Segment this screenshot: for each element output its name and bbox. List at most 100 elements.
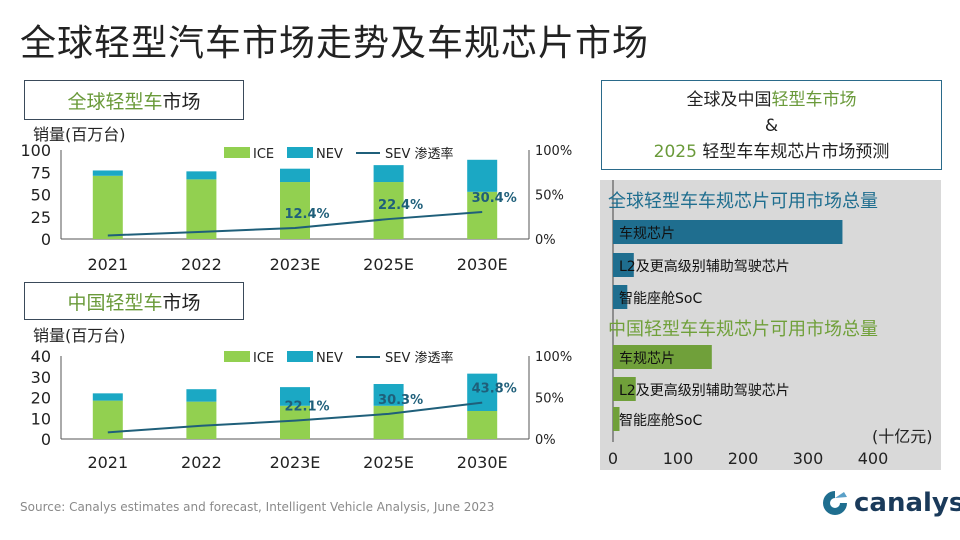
china-title-green: 中国轻型车 bbox=[67, 291, 163, 314]
x-tick-label: 2030E bbox=[457, 255, 508, 274]
chip-bar-label: 车规芯片 bbox=[619, 350, 675, 367]
sev-line bbox=[107, 401, 483, 434]
right-line3-a: 2025 bbox=[653, 142, 697, 162]
global-chart: 100 75 50 25 0 100% 50% 0% 2021 2022 2023E 2025E 203… bbox=[20, 141, 572, 274]
bar-ice bbox=[467, 191, 498, 239]
bar-ice bbox=[280, 405, 310, 439]
bar-ice bbox=[186, 401, 217, 439]
bar-ice bbox=[467, 410, 498, 439]
legend-nev-swatch bbox=[287, 351, 313, 362]
legend-sev-label: SEV 渗透率 bbox=[385, 350, 454, 366]
chip-x-tick-label: 300 bbox=[793, 449, 824, 468]
bar-nev bbox=[186, 389, 217, 402]
chip-bar-label: 智能座舱SoC bbox=[619, 291, 702, 307]
page-title: 全球轻型汽车市场走势及车规芯片市场 bbox=[20, 23, 650, 64]
y2-tick-label: 100% bbox=[535, 350, 572, 365]
x-tick-label: 2025E bbox=[363, 453, 414, 472]
chip-x-tick-label: 0 bbox=[608, 449, 618, 468]
canalys-logo-text: canalys bbox=[854, 488, 960, 518]
bar-ice bbox=[280, 182, 310, 239]
right-line3-b: 轻型车车规芯片市场预测 bbox=[696, 142, 890, 162]
bar-nev bbox=[467, 159, 498, 192]
legend-ice-label: ICE bbox=[253, 147, 274, 162]
bar-ice bbox=[92, 175, 123, 239]
chip-bar bbox=[613, 377, 636, 401]
sev-data-label: 22.4% bbox=[378, 198, 423, 213]
legend-ice-swatch bbox=[224, 147, 250, 158]
china-panel-title: 中国轻型车 市场 bbox=[24, 282, 244, 320]
chip-bar bbox=[613, 407, 620, 431]
x-tick-label: 2022 bbox=[181, 453, 222, 472]
chip-x-tick-label: 100 bbox=[663, 449, 694, 468]
chip-x-tick-label: 200 bbox=[728, 449, 759, 468]
china-title-dark: 市场 bbox=[162, 291, 201, 314]
y2-tick-label: 0% bbox=[535, 433, 556, 448]
chip-x-tick-label: 400 bbox=[858, 449, 889, 468]
legend-sev-label: SEV 渗透率 bbox=[385, 146, 454, 162]
y-tick-label: 100 bbox=[20, 141, 51, 160]
canalys-logo-icon bbox=[823, 491, 847, 515]
y2-tick-label: 50% bbox=[535, 189, 564, 204]
chip-x-unit-label: (十亿元) bbox=[872, 427, 933, 446]
chip-bar-label: 车规芯片 bbox=[619, 225, 675, 242]
sev-data-label: 43.8% bbox=[472, 382, 517, 397]
y-tick-label: 40 bbox=[31, 347, 51, 366]
right-line1-b: 轻型车市场 bbox=[771, 90, 857, 110]
legend-ice-swatch bbox=[224, 351, 250, 362]
bar-ice bbox=[186, 179, 217, 239]
x-tick-label: 2030E bbox=[457, 453, 508, 472]
chip-bar-label: L2及更高级别辅助驾驶芯片 bbox=[619, 258, 790, 275]
y-tick-label: 0 bbox=[41, 430, 51, 449]
legend-nev-label: NEV bbox=[316, 351, 343, 366]
legend-ice-label: ICE bbox=[253, 351, 274, 366]
y-tick-label: 50 bbox=[31, 186, 51, 205]
x-tick-label: 2022 bbox=[181, 255, 222, 274]
bar-ice bbox=[373, 405, 404, 439]
bar-ice bbox=[92, 400, 123, 439]
chip-bar bbox=[613, 253, 634, 277]
sev-data-label: 22.1% bbox=[284, 400, 329, 415]
bar-nev bbox=[92, 393, 123, 401]
y2-tick-label: 50% bbox=[535, 392, 564, 407]
y2-tick-label: 100% bbox=[535, 144, 572, 159]
bar-nev bbox=[280, 387, 310, 406]
y-tick-label: 20 bbox=[31, 389, 51, 408]
global-title-green: 全球轻型车 bbox=[67, 90, 163, 113]
bar-nev bbox=[280, 168, 310, 183]
china-ylabel: 销量(百万台) bbox=[33, 326, 126, 345]
bar-nev bbox=[186, 171, 217, 180]
sev-data-label: 30.3% bbox=[378, 393, 423, 408]
bar-ice bbox=[373, 182, 404, 239]
x-tick-label: 2025E bbox=[363, 255, 414, 274]
y-tick-label: 75 bbox=[31, 163, 51, 182]
x-tick-label: 2021 bbox=[87, 453, 128, 472]
x-tick-label: 2023E bbox=[270, 255, 321, 274]
forecast-info-box: 全球及中国轻型车市场 & 2025 轻型车车规芯片市场预测 bbox=[601, 80, 942, 170]
right-line2: & bbox=[764, 116, 779, 136]
chip-bar bbox=[613, 285, 628, 309]
sev-data-label: 12.4% bbox=[284, 207, 329, 222]
bar-nev bbox=[373, 384, 404, 406]
y-tick-label: 25 bbox=[31, 208, 51, 227]
y2-tick-label: 0% bbox=[535, 233, 556, 248]
global-panel-title: 全球轻型车 市场 bbox=[24, 80, 244, 120]
global-ylabel: 销量(百万台) bbox=[33, 125, 126, 144]
chip-group-title: 全球轻型车车规芯片可用市场总量 bbox=[608, 191, 878, 212]
chip-bar bbox=[613, 220, 843, 244]
canalys-logo: canalys bbox=[820, 488, 960, 518]
global-title-dark: 市场 bbox=[162, 90, 201, 113]
bar-nev bbox=[92, 170, 123, 176]
chip-group-title: 中国轻型车车规芯片可用市场总量 bbox=[608, 319, 878, 340]
chip-bar-label: L2及更高级别辅助驾驶芯片 bbox=[619, 382, 790, 399]
source-note: Source: Canalys estimates and forecast, … bbox=[20, 500, 495, 514]
sev-data-label: 30.4% bbox=[472, 191, 517, 206]
sev-line bbox=[107, 210, 483, 237]
legend-nev-label: NEV bbox=[316, 147, 343, 162]
chip-bar-label: 智能座舱SoC bbox=[619, 413, 702, 429]
legend-nev-swatch bbox=[287, 147, 313, 158]
x-tick-label: 2021 bbox=[87, 255, 128, 274]
right-line1-a: 全球及中国 bbox=[686, 90, 772, 110]
y-tick-label: 30 bbox=[31, 368, 51, 387]
